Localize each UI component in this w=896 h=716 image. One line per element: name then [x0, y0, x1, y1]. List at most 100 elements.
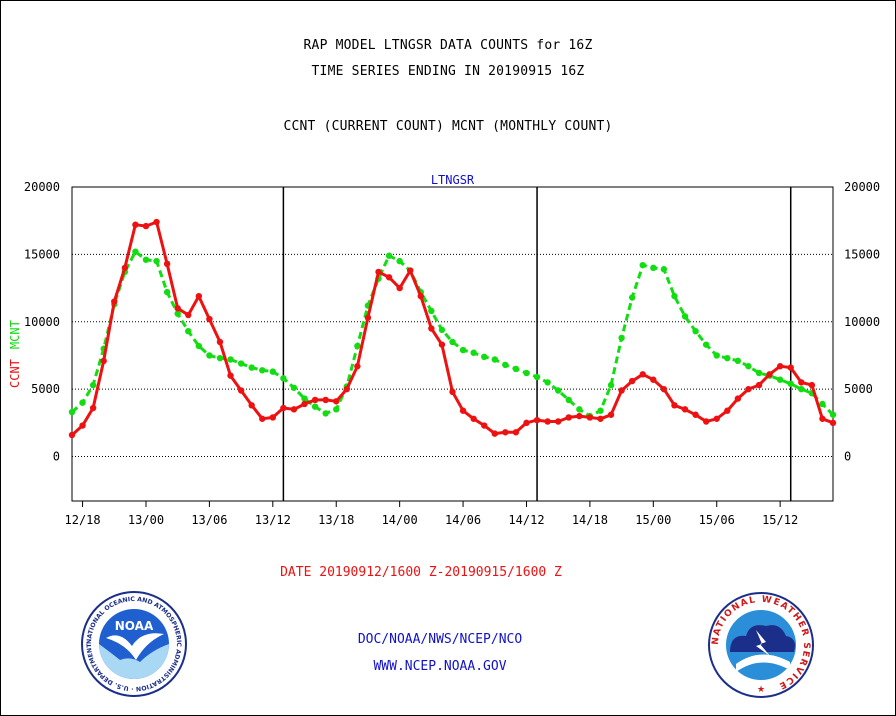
y-tick-label-right: 15000: [844, 247, 880, 261]
data-point-mcnt: [745, 363, 752, 370]
data-point-mcnt: [544, 379, 551, 386]
data-point-mcnt: [132, 248, 139, 255]
data-point-mcnt: [354, 342, 361, 350]
data-point-ccnt: [650, 376, 657, 383]
header-line-3: CCNT (CURRENT COUNT) MCNT (MONTHLY COUNT…: [283, 119, 613, 134]
data-point-mcnt: [269, 368, 277, 375]
y-axis-label-ccnt: CCNT: [8, 359, 22, 388]
data-point-mcnt: [459, 346, 467, 354]
data-point-ccnt: [216, 338, 224, 346]
data-point-ccnt: [322, 396, 329, 404]
y-tick-label-left: 15000: [24, 247, 60, 261]
data-point-ccnt: [523, 419, 530, 427]
data-point-ccnt: [195, 292, 203, 300]
data-point-ccnt: [554, 418, 562, 425]
data-point-mcnt: [481, 353, 488, 361]
y-axis-label-mcnt: MCNT: [8, 320, 22, 349]
data-point-ccnt: [280, 404, 287, 412]
data-point-ccnt: [290, 406, 298, 413]
data-point-mcnt: [829, 411, 837, 418]
y-tick-label-right: 5000: [844, 382, 873, 396]
data-point-ccnt: [639, 371, 646, 378]
data-point-ccnt: [163, 260, 171, 268]
data-point-ccnt: [89, 404, 97, 412]
data-point-mcnt: [79, 399, 86, 406]
data-point-mcnt: [227, 356, 234, 363]
data-point-ccnt: [142, 222, 150, 230]
data-point-mcnt: [787, 380, 794, 387]
data-point-ccnt: [132, 221, 139, 228]
data-point-ccnt: [259, 415, 266, 422]
data-point-mcnt: [597, 407, 604, 414]
data-point-ccnt: [829, 419, 837, 427]
data-point-ccnt: [333, 398, 340, 405]
svg-text:★: ★: [757, 685, 765, 695]
x-tick-label: 12/18: [65, 513, 101, 527]
data-point-ccnt: [512, 429, 520, 436]
data-point-ccnt: [459, 407, 467, 414]
y-tick-label-right: 20000: [844, 180, 880, 194]
data-point-ccnt: [364, 314, 372, 321]
x-tick-label: 13/12: [255, 513, 291, 527]
data-point-ccnt: [787, 364, 794, 371]
data-point-mcnt: [576, 406, 583, 413]
data-point-ccnt: [713, 415, 720, 422]
website-link[interactable]: WWW.NCEP.NOAA.GOV: [373, 659, 507, 674]
data-point-ccnt: [227, 372, 234, 379]
y-tick-label-left: 5000: [31, 382, 60, 396]
data-point-mcnt: [396, 257, 403, 265]
data-point-ccnt: [121, 264, 129, 272]
data-point-mcnt: [692, 327, 699, 335]
data-point-ccnt: [100, 357, 107, 365]
data-point-mcnt: [311, 403, 319, 410]
data-point-mcnt: [185, 327, 192, 335]
data-point-mcnt: [502, 361, 509, 369]
data-point-mcnt: [248, 364, 255, 371]
data-point-ccnt: [79, 422, 86, 429]
data-point-mcnt: [607, 381, 615, 389]
data-point-mcnt: [259, 367, 266, 374]
data-point-mcnt: [724, 354, 731, 362]
data-point-ccnt: [449, 388, 456, 396]
data-point-mcnt: [333, 406, 340, 413]
data-point-ccnt: [502, 429, 509, 436]
y-axis-label: CCNT MCNT: [8, 320, 22, 388]
x-tick-label: 15/06: [699, 513, 735, 527]
data-point-ccnt: [607, 411, 615, 418]
data-point-mcnt: [671, 292, 678, 300]
plot-area: [71, 186, 834, 502]
data-point-mcnt: [523, 369, 530, 377]
data-point-mcnt: [280, 375, 287, 382]
data-point-mcnt: [776, 376, 784, 383]
data-point-ccnt: [385, 274, 393, 281]
data-point-ccnt: [68, 431, 76, 439]
data-point-mcnt: [660, 266, 668, 273]
data-point-ccnt: [407, 267, 414, 274]
data-point-ccnt: [301, 400, 308, 408]
data-point-mcnt: [650, 264, 657, 272]
noaa-logo: NATIONAL OCEANIC AND ATMOSPHERIC ADMINIS…: [80, 590, 187, 697]
data-point-ccnt: [533, 416, 541, 424]
date-range: DATE 20190912/1600 Z-20190915/1600 Z: [280, 565, 562, 580]
data-point-ccnt: [618, 387, 625, 394]
data-point-mcnt: [681, 313, 689, 320]
data-point-ccnt: [248, 402, 255, 409]
header-line-2: TIME SERIES ENDING IN 20190915 16Z: [311, 64, 585, 79]
x-tick-label: 15/00: [635, 513, 671, 527]
x-tick-label: 13/18: [318, 513, 354, 527]
data-point-mcnt: [819, 400, 826, 408]
data-point-mcnt: [290, 384, 298, 391]
data-point-ccnt: [470, 415, 477, 422]
data-point-ccnt: [343, 385, 351, 393]
data-point-ccnt: [481, 422, 488, 429]
data-point-ccnt: [174, 305, 181, 312]
data-point-mcnt: [163, 288, 171, 296]
agency-text: DOC/NOAA/NWS/NCEP/NCO: [357, 632, 523, 647]
data-point-mcnt: [68, 408, 76, 416]
x-tick-label: 14/00: [382, 513, 418, 527]
x-tick-label: 14/18: [572, 513, 608, 527]
nws-logo: NATIONAL WEATHER SERVICE ★: [708, 592, 814, 698]
data-point-ccnt: [808, 381, 816, 389]
data-point-mcnt: [470, 349, 477, 356]
data-point-mcnt: [512, 365, 520, 373]
